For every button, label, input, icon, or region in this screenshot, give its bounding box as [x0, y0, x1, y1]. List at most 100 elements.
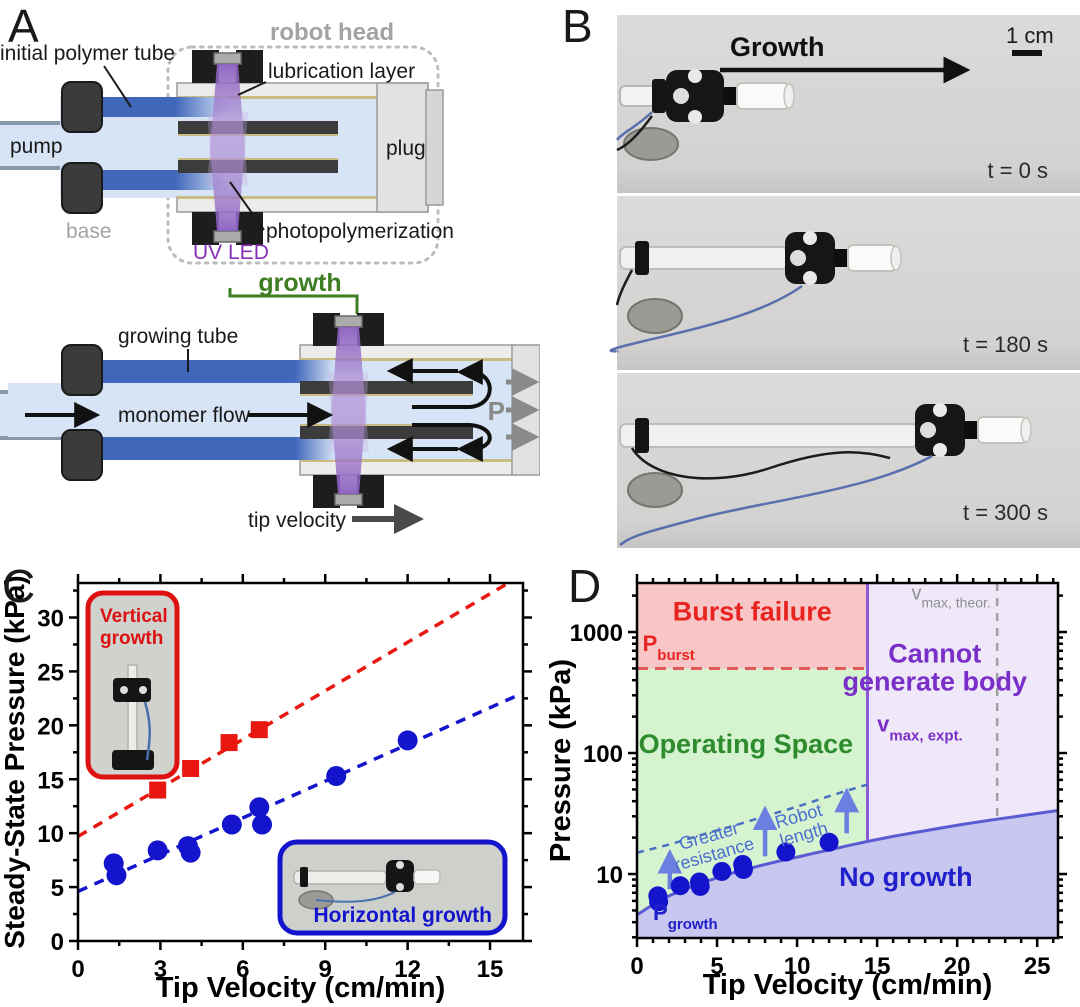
c-xtick-label: 6: [236, 956, 249, 983]
c-xtick-label: 0: [71, 956, 84, 983]
p-growth-curve: [636, 809, 1059, 917]
cannot-label-1: Cannot: [888, 638, 981, 668]
growing-tube-bottom: [95, 437, 295, 460]
tube-interior-2: [8, 383, 308, 437]
photo-t300: t = 300 s: [617, 373, 1080, 548]
lubrication-layer-top: [177, 96, 378, 99]
d-ytick-label: 100: [583, 741, 623, 768]
d-frame: [635, 581, 1060, 940]
core-tan-top-2: [300, 394, 473, 396]
monomer-flow-label: monomer flow: [118, 404, 251, 427]
photo-t180: t = 180 s: [609, 196, 1080, 370]
base-clamp-bottom: [61, 162, 103, 214]
lubrication-layer-bottom: [177, 196, 378, 199]
burst-failure-label: Burst failure: [673, 596, 832, 626]
d-xtick-label: 0: [630, 953, 643, 980]
shell-top-wall-2: [299, 344, 517, 361]
core-tan-bottom: [178, 158, 338, 160]
uv-led-bottom-2: [313, 372, 384, 508]
base-label: base: [66, 220, 112, 243]
timestamp-t180: t = 180 s: [963, 332, 1048, 357]
core-bar-bottom-2: [300, 426, 473, 439]
d-xtick-label: 10: [784, 953, 811, 980]
d-xaxis-title: Tip Velocity (cm/min): [703, 969, 993, 1001]
robot-head-label: robot head: [270, 19, 394, 46]
c-series-vertical: [149, 721, 268, 799]
robot-t180: [609, 231, 902, 354]
core-bar-top-2: [300, 381, 473, 394]
scale-bar: [1012, 50, 1042, 56]
c-inset-vertical-label: Vertical growth: [100, 606, 168, 649]
plug-label: plug: [386, 137, 426, 160]
d-ytick-label: 10: [596, 862, 623, 889]
polymer-tube-top: [95, 97, 175, 117]
region-no-growth: [637, 810, 1058, 938]
core-tan-top: [178, 134, 338, 136]
growing-tube-top-fade: [295, 360, 335, 383]
timestamp-t0: t = 0 s: [987, 158, 1048, 183]
d-ytick-label: 1000: [570, 620, 623, 647]
growing-state-diagram: P growing tube monomer flow tip velocity: [0, 313, 540, 534]
panel-a-schematic: A: [0, 0, 540, 534]
panel-c-letter: C: [2, 560, 35, 612]
base-clamp-top-2: [61, 344, 103, 396]
plug-cap: [425, 89, 444, 206]
c-xtick-label: 9: [319, 956, 332, 983]
c-ytick-label: 30: [37, 606, 64, 633]
tip-velocity-label: tip velocity: [248, 509, 347, 532]
initial-polymer-tube-label: initial polymer tube: [0, 42, 175, 65]
uv-led-label: UV LED: [193, 241, 269, 264]
c-ytick-label: 10: [37, 821, 64, 848]
d-xtick-label: 5: [710, 953, 723, 980]
c-inset-vertical-growth: Vertical growth: [85, 590, 180, 780]
no-growth-label: No growth: [839, 862, 972, 892]
photo-t0: Growth 1 cm t = 0 s: [615, 15, 1080, 193]
panel-a-letter: A: [8, 0, 39, 52]
robot-t300: [619, 403, 1032, 547]
p-growth-label: Pgrowth: [653, 900, 718, 933]
panel-c-chart: 0 3 6 9 12 15 0 5 10 15 20 25 30 Tip Velocity (cm/min…: [0, 560, 532, 1004]
core-tan-bottom-2: [300, 424, 473, 426]
d-xtick-label: 15: [864, 953, 891, 980]
lubrication-layer-pointer: [237, 81, 267, 96]
c-xtick-label: 3: [154, 956, 167, 983]
panel-d-chart: Burst failure Pburst Operating Space Cannot…: [545, 560, 1067, 1001]
growth-bracket: growth: [228, 269, 359, 314]
pressure-label: P: [488, 396, 505, 426]
c-plot: 0 3 6 9 12 15 0 5 10 15 20 25 30 Tip Velocity (cm/min…: [0, 574, 532, 1004]
d-xtick-label: 20: [944, 953, 971, 980]
coin-t180: [627, 298, 683, 334]
base-clamp-top: [61, 81, 103, 133]
p-burst-label: Pburst: [643, 631, 695, 664]
scale-bar-label: 1 cm: [1006, 23, 1054, 48]
c-series-horizontal: [103, 730, 418, 886]
plug-block: [376, 82, 429, 213]
panel-d-letter: D: [568, 560, 601, 612]
c-ytick-label: 5: [51, 875, 64, 902]
initial-polymer-tube-pointer: [103, 65, 132, 108]
growing-tube-bottom-fade: [295, 437, 335, 460]
pressure-arrows: [506, 368, 540, 451]
flow-arrows: [25, 358, 492, 462]
c-ytick-label: 0: [51, 929, 64, 956]
base-clamp-bottom-2: [61, 429, 103, 481]
c-frame: [76, 581, 525, 943]
c-inset-horizontal-growth: Horizontal growth: [277, 839, 508, 936]
core-bar-top: [178, 121, 338, 134]
pump-tube: [0, 121, 66, 170]
c-ytick-label: 25: [37, 659, 64, 686]
c-yaxis-title: Steady-State Pressure (kPa): [0, 575, 30, 949]
c-xtick-label: 12: [394, 956, 421, 983]
pump-label: pump: [10, 135, 63, 158]
c-xtick-label: 15: [477, 956, 504, 983]
uv-led-bottom: [192, 112, 263, 245]
lubrication-layer-label: lubrication layer: [268, 60, 415, 83]
operating-space-label: Operating Space: [639, 729, 854, 759]
c-ytick-label: 20: [37, 713, 64, 740]
d-arrows: [657, 787, 860, 890]
d-yaxis-title: Pressure (kPa): [545, 659, 577, 862]
uv-beam-up: [207, 112, 248, 231]
v-max-theor-label: vmax, theor.: [912, 583, 991, 611]
growth-arrow-label: Growth: [730, 32, 825, 62]
